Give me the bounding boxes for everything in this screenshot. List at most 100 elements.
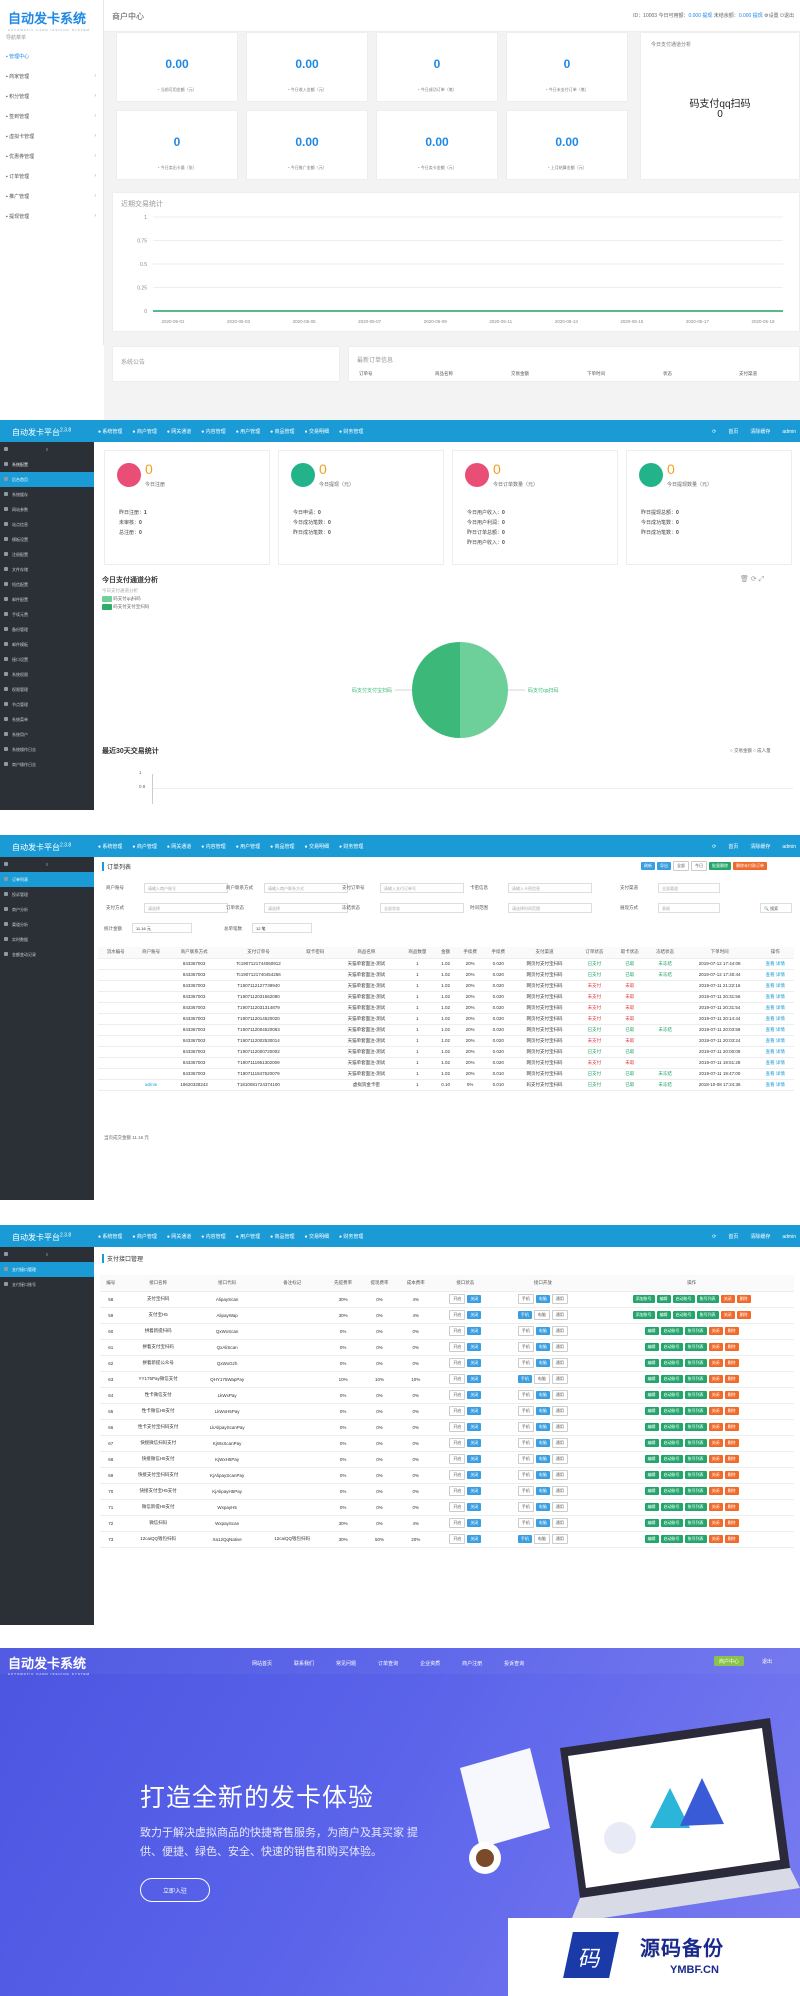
channel-toggle[interactable]: 电脑 <box>533 1310 550 1320</box>
channel-toggle[interactable]: 手机 <box>517 1486 534 1496</box>
admin-menu-item[interactable]: ● 交易明细 <box>304 1234 329 1240</box>
op-button[interactable]: 启动账号 <box>660 1359 683 1367</box>
op-button[interactable]: 启动账号 <box>672 1311 695 1319</box>
status-toggle[interactable]: 关闭 <box>467 1327 482 1335</box>
op-button[interactable]: 启动账号 <box>660 1423 683 1431</box>
channel-toggle[interactable]: 电脑 <box>535 1455 550 1463</box>
op-button[interactable]: 启动账号 <box>660 1375 683 1383</box>
op-button[interactable]: 关闭 <box>708 1359 723 1367</box>
sidebar-item[interactable]: 系统缓存 <box>0 487 94 502</box>
admin-menu-item[interactable]: ● 财务管理 <box>338 429 364 435</box>
op-button[interactable]: 关闭 <box>708 1343 723 1351</box>
table-row[interactable]: 61 拼着支付宝扫码 QxAliScan 0% 0% 0% 开启 关闭 手机 电脑 通用 编辑 启动账号… <box>100 1339 794 1356</box>
status-toggle[interactable]: 开启 <box>449 1502 466 1512</box>
sidebar-item[interactable]: ▪ 优惠券管理 › <box>0 146 104 166</box>
trend-legend-item[interactable]: ○ 成人量 <box>753 748 771 753</box>
channel-toggle[interactable]: 手机 <box>517 1311 532 1319</box>
sidebar-item[interactable]: 网站参数 <box>0 502 94 517</box>
op-button[interactable]: 删除 <box>724 1423 739 1431</box>
op-button[interactable]: 关闭 <box>708 1375 723 1383</box>
table-row[interactable]: 843367003 T1907112127739940 天猫单套面注-测试 1 1.02… <box>98 980 794 992</box>
channel-toggle[interactable]: 通用 <box>551 1518 568 1528</box>
channel-toggle[interactable]: 手机 <box>517 1502 534 1512</box>
admin-right-item[interactable]: 清除缓存 <box>750 1234 771 1240</box>
op-button[interactable]: 启动账号 <box>660 1327 683 1335</box>
table-cell[interactable]: 查看 详情 <box>756 1068 794 1080</box>
op-button[interactable]: 关闭 <box>708 1535 723 1543</box>
power-icon[interactable]: ⏻ <box>780 13 784 19</box>
table-row[interactable]: 69 快接支付宝扫码支付 KjAlipayScanPay 0% 0% 0% 开启 关闭 手机 电脑… <box>100 1467 794 1484</box>
gear-icon[interactable]: ⚙ <box>764 13 769 19</box>
op-button[interactable]: 添加账号 <box>632 1311 655 1319</box>
sidebar-item[interactable]: 手续元费 <box>0 607 94 622</box>
table-row[interactable]: 65 性卡微信H5支付 LkWxH5Pay 0% 0% 0% 开启 关闭 手机 电脑 通用 编辑 启动账… <box>100 1403 794 1420</box>
op-button[interactable]: 账号列表 <box>684 1439 707 1447</box>
op-button[interactable]: 账号列表 <box>684 1423 707 1431</box>
status-toggle[interactable]: 关闭 <box>467 1471 482 1479</box>
landing-nav-item[interactable]: 订单查询 <box>378 1661 399 1667</box>
sidebar-item[interactable]: 订单列表 <box>0 872 94 887</box>
table-row[interactable]: 843367003 T1907112031314879 天猫单套面注-测试 1 1.02… <box>98 1002 794 1014</box>
op-button[interactable]: 编辑 <box>644 1455 659 1463</box>
op-button[interactable]: 账号列表 <box>684 1343 707 1351</box>
action-button[interactable]: 导出 <box>657 862 671 870</box>
user-center-button[interactable]: 商户中心 <box>714 1656 744 1666</box>
op-button[interactable]: 启动账号 <box>660 1455 683 1463</box>
table-row[interactable]: 71 微信新提H5支付 WxpayH5 0% 0% 0% 开启 关闭 手机 电脑 通用 编辑 启动账号账… <box>100 1499 794 1516</box>
legend-item[interactable]: 码支付qq扫码 <box>102 596 149 602</box>
settle-link[interactable]: 提现 <box>752 13 763 19</box>
status-toggle[interactable]: 开启 <box>449 1518 466 1528</box>
op-button[interactable]: 账号列表 <box>684 1407 707 1415</box>
table-row[interactable]: 58 支付宝扫码 AlipayScan 30% 0% 4% 开启 关闭 手机 电脑 通用 添加账号 编辑… <box>100 1291 794 1308</box>
op-button[interactable]: 关闭 <box>720 1295 735 1303</box>
channel-toggle[interactable]: 通用 <box>551 1342 568 1352</box>
op-button[interactable]: 编辑 <box>644 1503 659 1511</box>
op-button[interactable]: 删除 <box>724 1519 739 1527</box>
admin-menu-item[interactable]: ● 内容管理 <box>201 844 226 850</box>
table-row[interactable]: 70 快接支付宝H5支付 KjAlipayH5Pay 0% 0% 0% 开启 关闭 手机 电脑 通用… <box>100 1483 794 1500</box>
sidebar-item[interactable]: 实时数据 <box>0 932 94 947</box>
channel-toggle[interactable]: 通用 <box>551 1534 568 1544</box>
sidebar-toggle[interactable]: ≡ <box>0 442 94 457</box>
action-button[interactable]: 刷新 <box>641 862 655 870</box>
op-button[interactable]: 关闭 <box>708 1391 723 1399</box>
op-button[interactable]: 账号列表 <box>684 1327 707 1335</box>
op-button[interactable]: 添加账号 <box>632 1295 655 1303</box>
op-button[interactable]: 启动账号 <box>660 1487 683 1495</box>
admin-right-item[interactable]: 清除缓存 <box>750 429 771 435</box>
status-toggle[interactable]: 关闭 <box>467 1311 482 1319</box>
channel-toggle[interactable]: 电脑 <box>535 1471 550 1479</box>
landing-logo[interactable]: 自动发卡系统 AUTOMATIC CARD ISSUING SYSTEM <box>8 1653 90 1676</box>
status-toggle[interactable]: 开启 <box>449 1310 466 1320</box>
admin-right-item[interactable]: admin <box>782 1234 796 1240</box>
op-button[interactable]: 编辑 <box>644 1423 659 1431</box>
op-button[interactable]: 关闭 <box>708 1503 723 1511</box>
op-button[interactable]: 编辑 <box>644 1375 659 1383</box>
op-button[interactable]: 启动账号 <box>660 1407 683 1415</box>
admin-menu-item[interactable]: ● 交易明细 <box>304 429 329 435</box>
filter-input[interactable]: 全部状态 <box>380 903 464 913</box>
status-toggle[interactable]: 关闭 <box>467 1535 482 1543</box>
filter-input[interactable]: 请输入商户联系方式 <box>264 883 348 893</box>
channel-toggle[interactable]: 通用 <box>551 1390 568 1400</box>
status-toggle[interactable]: 关闭 <box>467 1391 482 1399</box>
sidebar-item[interactable]: 备份管理 <box>0 622 94 637</box>
status-toggle[interactable]: 开启 <box>449 1390 466 1400</box>
op-button[interactable]: 启动账号 <box>660 1343 683 1351</box>
table-cell[interactable]: 查看 详情 <box>756 1079 794 1091</box>
sidebar-item[interactable]: 系统权限 <box>0 667 94 682</box>
channel-toggle[interactable]: 手机 <box>517 1438 534 1448</box>
sidebar-item[interactable]: 渠道分析 <box>0 917 94 932</box>
op-button[interactable]: 编辑 <box>644 1439 659 1447</box>
channel-toggle[interactable]: 通用 <box>551 1454 568 1464</box>
op-button[interactable]: 编辑 <box>644 1519 659 1527</box>
op-button[interactable]: 编辑 <box>644 1487 659 1495</box>
op-button[interactable]: 账号列表 <box>684 1487 707 1495</box>
sidebar-item[interactable]: ▪ 积分管理 › <box>0 86 104 106</box>
filter-input[interactable]: 请输入卡密信息 <box>508 883 592 893</box>
channel-toggle[interactable]: 手机 <box>517 1454 534 1464</box>
op-button[interactable]: 账号列表 <box>684 1455 707 1463</box>
admin-menu-item[interactable]: ● 交易明细 <box>304 844 329 850</box>
search-button[interactable]: 🔍 搜索 <box>760 903 792 913</box>
channel-toggle[interactable]: 手机 <box>517 1294 534 1304</box>
